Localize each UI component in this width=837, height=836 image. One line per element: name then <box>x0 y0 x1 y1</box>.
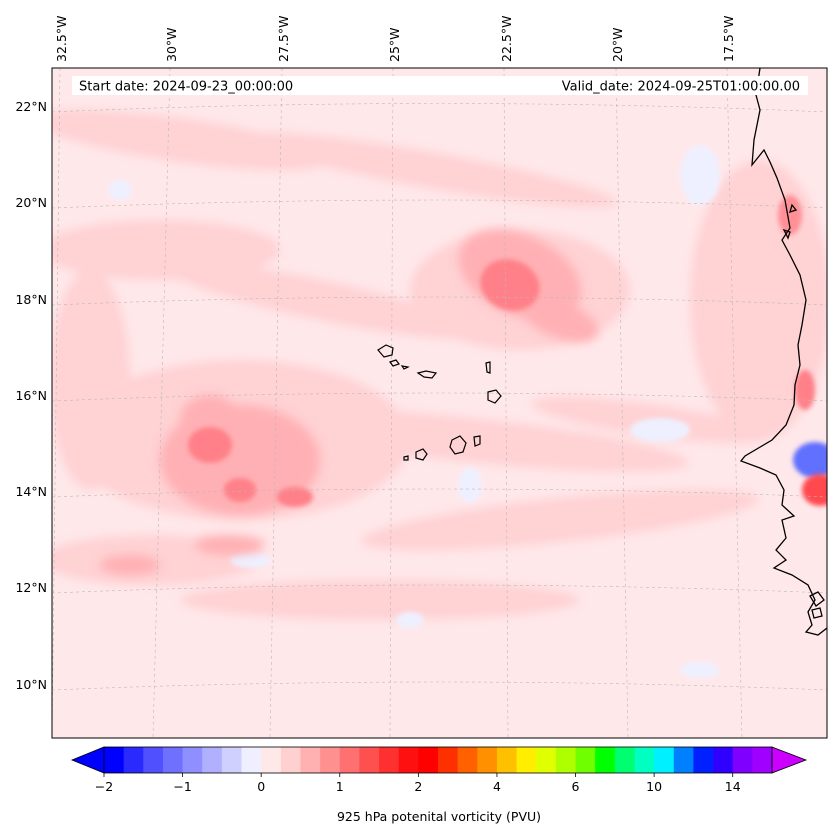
colorbar-tick-label: 0 <box>257 779 265 794</box>
date-info-box <box>72 76 808 95</box>
colorbar-cell <box>162 747 184 773</box>
pv-contours-negative-faint <box>108 145 720 678</box>
colorbar-cell <box>713 747 734 773</box>
lat-tick-label: 20°N <box>15 195 47 210</box>
coastal-pv-anomalies <box>778 195 827 506</box>
colorbar-tick-label: 14 <box>725 779 741 794</box>
colorbar-cell <box>280 747 301 773</box>
colorbar-cell <box>379 747 400 773</box>
lon-tick-label: 20°W <box>610 27 625 62</box>
colorbar-tick-label: 6 <box>572 779 580 794</box>
colorbar-extend-high <box>771 746 808 774</box>
colorbar-outline <box>103 746 773 774</box>
colorbar-cell <box>241 747 262 773</box>
lat-tick-label: 10°N <box>15 677 47 692</box>
colorbar-cell <box>182 747 203 773</box>
colorbar-cell <box>300 747 321 773</box>
colorbar-cell <box>516 747 537 773</box>
lon-tick-label: 30°W <box>164 27 179 62</box>
cape-verde-islands <box>377 344 502 461</box>
colorbar-cell <box>320 747 341 773</box>
colorbar-ticks: −2 −1 0 1 2 4 6 10 14 <box>95 773 741 794</box>
colorbar-cell <box>104 747 125 773</box>
colorbar-tick-label: −1 <box>173 779 191 794</box>
colorbar-cell <box>654 747 675 773</box>
colorbar-tick-label: −2 <box>95 779 113 794</box>
pv-contours-high <box>188 259 540 507</box>
colorbar-cell <box>477 747 498 773</box>
colorbar-cell <box>418 747 439 773</box>
colorbar-tick-label: 4 <box>493 779 501 794</box>
colorbar-tick-label: 10 <box>646 779 662 794</box>
colorbar-cell <box>221 747 243 773</box>
lon-tick-label: 32.5°W <box>54 16 69 62</box>
colorbar-cell <box>614 747 635 773</box>
colorbar-cell <box>595 747 616 773</box>
colorbar-extend-low <box>70 746 105 774</box>
graticule <box>52 68 827 738</box>
colorbar-tick-label: 2 <box>414 779 422 794</box>
colorbar-cell <box>575 747 596 773</box>
colorbar-cell <box>202 747 223 773</box>
lat-tick-label: 18°N <box>15 292 47 307</box>
lat-tick-label: 16°N <box>15 388 47 403</box>
lon-tick-label: 27.5°W <box>276 16 291 62</box>
colorbar-cell <box>555 747 577 773</box>
lat-tick-label: 12°N <box>15 580 47 595</box>
colorbar-cell <box>398 747 419 773</box>
colorbar: −2 −1 0 1 2 4 6 10 14 925 hPa potenital vorticit… <box>70 746 808 824</box>
colorbar-cell <box>359 747 380 773</box>
colorbar-cell <box>634 747 655 773</box>
colorbar-cell <box>752 747 773 773</box>
colorbar-cell <box>438 747 459 773</box>
colorbar-cell <box>123 747 144 773</box>
map-panel: Start date: 2024-09-23_00:00:00 Valid_da… <box>52 68 827 738</box>
colorbar-tick-label: 1 <box>336 779 344 794</box>
map-frame <box>51 67 828 739</box>
colorbar-cell <box>496 747 518 773</box>
colorbar-cell <box>339 747 360 773</box>
lon-tick-label: 17.5°W <box>721 16 736 62</box>
lat-tick-label: 14°N <box>15 484 47 499</box>
colorbar-cells <box>104 747 773 773</box>
colorbar-cell <box>673 747 694 773</box>
lat-tick-labels: 22°N 20°N 18°N 16°N 14°N 12°N 10°N <box>15 99 47 692</box>
colorbar-cell <box>536 747 557 773</box>
lon-tick-labels: 32.5°W 30°W 27.5°W 25°W 22.5°W 20°W 17.5… <box>54 16 736 62</box>
colorbar-cell <box>261 747 282 773</box>
colorbar-cell <box>143 747 164 773</box>
lon-tick-label: 22.5°W <box>499 16 514 62</box>
colorbar-cell <box>693 747 714 773</box>
valid-date-label: Valid_date: 2024-09-25T01:00:00.00 <box>562 80 800 95</box>
start-date-label: Start date: 2024-09-23_00:00:00 <box>79 80 293 95</box>
colorbar-cell <box>457 747 478 773</box>
west-africa-coastline <box>739 68 827 636</box>
colorbar-cell <box>732 747 753 773</box>
lon-tick-label: 25°W <box>387 27 402 62</box>
colorbar-label: 925 hPa potenital vorticity (PVU) <box>337 809 541 824</box>
lat-tick-label: 22°N <box>15 99 47 114</box>
